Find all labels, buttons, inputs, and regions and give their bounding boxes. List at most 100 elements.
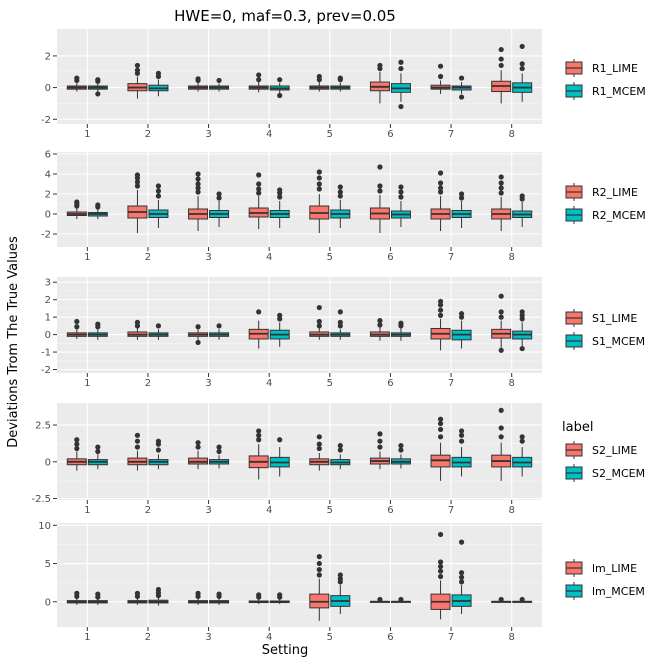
outlier-point (377, 188, 383, 194)
outlier-point (95, 321, 101, 327)
outlier-point (195, 171, 201, 177)
panel-background (57, 523, 542, 627)
box-R2_LIME-1 (66, 199, 87, 219)
outlier-point (134, 62, 141, 69)
legend-entry-S1_LIME: S1_LIME (565, 309, 637, 327)
outlier-point (398, 320, 404, 326)
box-S2_MCEM-7 (451, 428, 472, 477)
box-lm_LIME-8 (491, 596, 512, 603)
outlier-point (195, 590, 201, 596)
outlier-point (277, 437, 283, 443)
x-tick-label: 1 (84, 632, 90, 643)
outlier-point (498, 347, 504, 353)
outlier-point (74, 441, 80, 447)
x-tick-label: 4 (266, 129, 272, 140)
outlier-point (498, 62, 504, 69)
box-lm_MCEM-7 (451, 539, 472, 614)
outlier-point (134, 444, 141, 450)
outlier-point (377, 318, 383, 324)
box-R1_MCEM-5 (330, 75, 351, 92)
outlier-point (437, 568, 444, 574)
x-tick-label: 4 (266, 632, 272, 643)
box-R2_MCEM-5 (330, 184, 351, 228)
box-lm_MCEM-2 (148, 586, 169, 606)
x-tick-label: 5 (327, 378, 333, 389)
box-R2_LIME-5 (309, 169, 330, 233)
y-tick-label: 2.5 (35, 421, 51, 432)
legend-entry-S2_LIME: S2_LIME (565, 441, 637, 459)
outlier-point (316, 434, 322, 440)
outlier-point (316, 445, 322, 452)
y-tick-label: 0 (45, 597, 51, 608)
box-S2_LIME-4 (248, 428, 269, 480)
x-tick-label: 3 (205, 129, 211, 140)
y-tick-label: 0 (45, 457, 51, 468)
outlier-point (437, 573, 444, 580)
box-R2_MCEM-1 (87, 202, 108, 219)
box-S1_LIME-5 (309, 304, 330, 340)
box-S1_MCEM-2 (148, 323, 169, 340)
legend-label: R1_LIME (592, 62, 638, 75)
outlier-point (337, 572, 343, 578)
legend-entry-R2_LIME: R2_LIME (565, 183, 638, 201)
box-lm_MCEM-8 (512, 596, 533, 603)
x-tick-label: 5 (327, 632, 333, 643)
box-R1_MCEM-7 (451, 75, 472, 100)
box-R1_LIME-7 (430, 63, 451, 94)
outlier-point (377, 164, 383, 170)
outlier-point (437, 531, 444, 538)
box-R1_LIME-1 (66, 75, 87, 92)
outlier-point (437, 434, 444, 440)
outlier-point (519, 65, 525, 72)
x-tick-label: 1 (84, 505, 90, 516)
y-tick-label: 0 (45, 210, 51, 221)
legend-label: R1_MCEM (592, 85, 646, 98)
box-S2_MCEM-2 (148, 438, 169, 470)
outlier-point (134, 438, 141, 444)
box-S2_MCEM-5 (330, 443, 351, 470)
box-S2_LIME-2 (127, 432, 148, 471)
x-tick-label: 2 (145, 252, 151, 263)
outlier-point (316, 318, 322, 325)
box-R2_LIME-4 (248, 172, 269, 229)
y-tick-label: -2.5 (31, 494, 51, 505)
outlier-point (256, 428, 262, 434)
box-R2_LIME-8 (491, 174, 512, 231)
legend-label: S1_LIME (592, 312, 637, 325)
outlier-point (458, 75, 465, 81)
outlier-point (437, 416, 444, 422)
outlier-point (216, 191, 222, 197)
box-R2_LIME-6 (369, 164, 390, 233)
legend-label: lm_LIME (592, 562, 637, 575)
box-R2_MCEM-6 (390, 184, 411, 227)
box-S1_MCEM-1 (87, 321, 108, 340)
outlier-point (398, 103, 404, 110)
y-tick-label: 3 (45, 278, 51, 289)
box-R1_LIME-3 (188, 76, 209, 92)
outlier-point (195, 181, 201, 187)
y-tick-label: 0 (45, 330, 51, 341)
outlier-point (398, 65, 404, 72)
outlier-point (437, 185, 444, 191)
box-S2_LIME-1 (66, 437, 87, 471)
outlier-point (155, 188, 162, 194)
x-tick-label: 3 (205, 632, 211, 643)
outlier-point (337, 75, 343, 81)
outlier-point (458, 428, 465, 434)
box-R1_LIME-5 (309, 73, 330, 92)
box-lm_MCEM-1 (87, 591, 108, 605)
outlier-point (437, 563, 444, 570)
outlier-point (437, 298, 444, 305)
outlier-point (256, 309, 262, 315)
outlier-point (134, 67, 141, 73)
outlier-point (195, 189, 201, 195)
outlier-point (155, 183, 162, 189)
x-tick-label: 7 (448, 505, 454, 516)
x-tick-label: 1 (84, 252, 90, 263)
outlier-point (195, 76, 201, 82)
outlier-point (74, 437, 80, 443)
box-S1_LIME-2 (127, 319, 148, 340)
box-R1_MCEM-1 (87, 77, 108, 97)
x-tick-label: 2 (145, 632, 151, 643)
outlier-point (498, 56, 504, 62)
